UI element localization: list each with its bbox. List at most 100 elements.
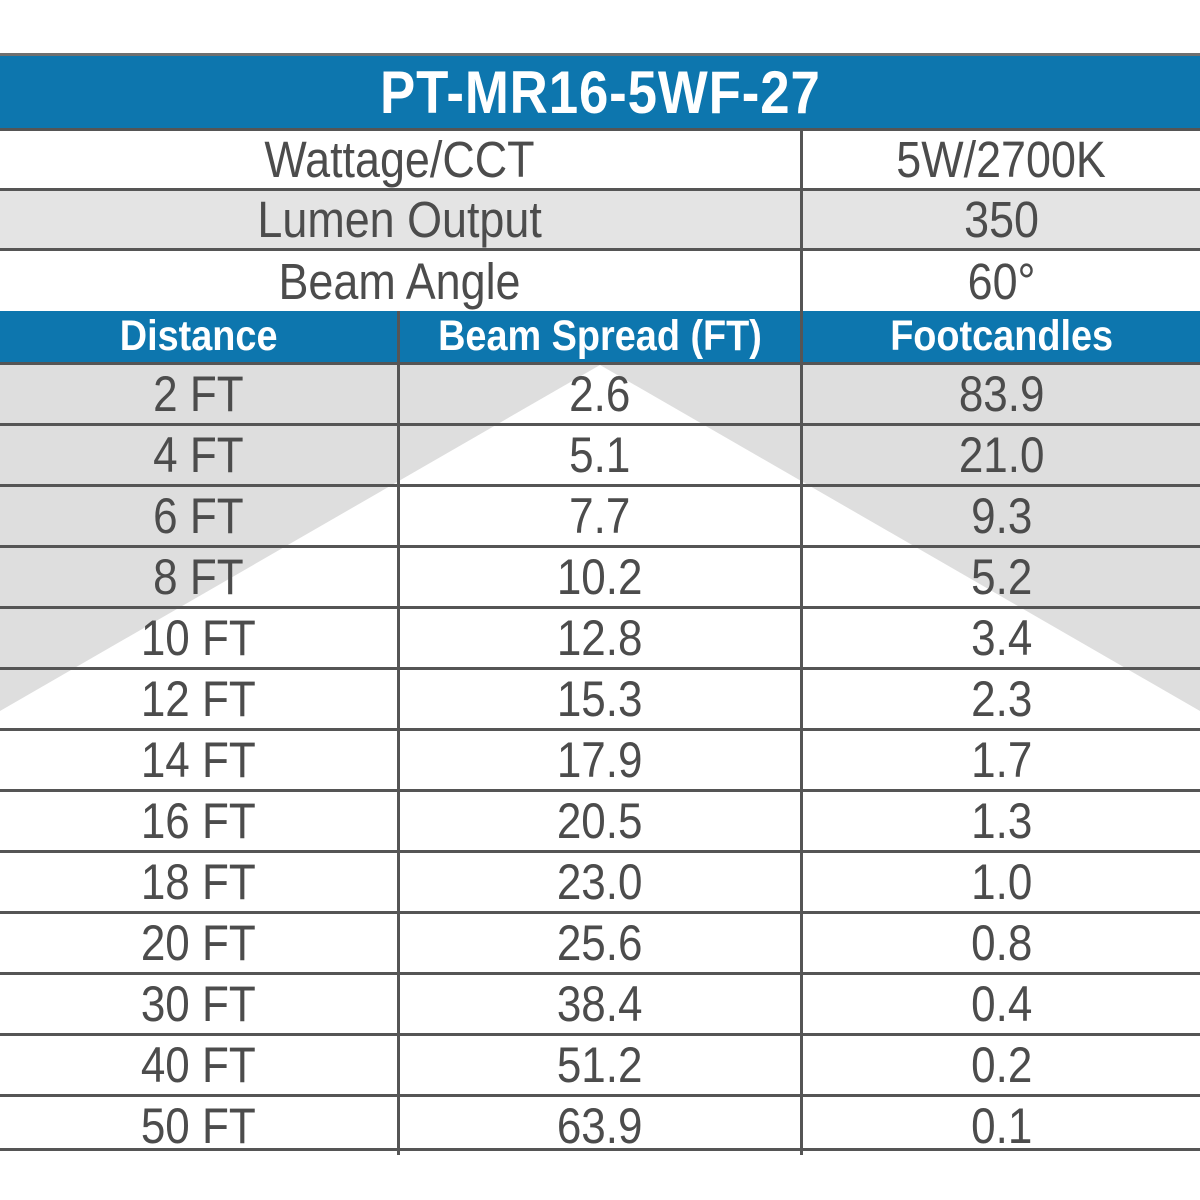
distance-cell: 2 FT xyxy=(0,365,397,423)
spec-label-cell: Wattage/CCT xyxy=(0,131,800,188)
table-row: 12 FT 15.3 2.3 xyxy=(0,667,1200,728)
footcandles-cell-value: 5.2 xyxy=(970,549,1033,605)
beam-spread-cell-value: 38.4 xyxy=(557,976,643,1032)
spec-row-wattage: Wattage/CCT 5W/2700K xyxy=(0,131,1200,191)
distance-cell: 18 FT xyxy=(0,853,397,911)
distance-cell: 6 FT xyxy=(0,487,397,545)
beam-spread-cell: 38.4 xyxy=(397,975,800,1033)
footcandles-cell: 21.0 xyxy=(800,426,1200,484)
spec-value-cell: 350 xyxy=(800,191,1200,248)
footcandles-cell-value: 1.3 xyxy=(970,793,1033,849)
footcandles-cell: 3.4 xyxy=(800,609,1200,667)
beam-spread-cell: 20.5 xyxy=(397,792,800,850)
column-header-distance: Distance xyxy=(0,311,397,362)
distance-cell-value: 4 FT xyxy=(153,427,244,483)
footcandles-cell-value: 0.2 xyxy=(970,1037,1033,1093)
beam-spread-cell: 2.6 xyxy=(397,365,800,423)
distance-cell-value: 14 FT xyxy=(141,732,256,788)
distance-cell-value: 6 FT xyxy=(153,488,244,544)
footcandles-cell-value: 1.0 xyxy=(970,854,1033,910)
spec-row-lumen: Lumen Output 350 xyxy=(0,191,1200,251)
table-rows: 2 FT 2.6 83.9 4 FT 5.1 21.0 6 FT 7.7 9.3 8 FT 10.2… xyxy=(0,365,1200,1155)
beam-spread-cell-value: 12.8 xyxy=(557,610,643,666)
footcandles-cell-value: 21.0 xyxy=(958,427,1045,483)
beam-spread-cell-value: 20.5 xyxy=(557,793,643,849)
footcandles-cell: 1.7 xyxy=(800,731,1200,789)
distance-cell-value: 40 FT xyxy=(141,1037,256,1093)
beam-spread-cell-value: 63.9 xyxy=(557,1098,643,1154)
table-row: 2 FT 2.6 83.9 xyxy=(0,365,1200,423)
beam-spread-cell-value: 17.9 xyxy=(557,732,643,788)
spec-label-cell: Beam Angle xyxy=(0,251,800,311)
table-row: 20 FT 25.6 0.8 xyxy=(0,911,1200,972)
spec-row-beam-angle: Beam Angle 60° xyxy=(0,251,1200,311)
column-header-distance-label: Distance xyxy=(119,312,278,360)
column-header-beam-spread-label: Beam Spread (FT) xyxy=(438,312,762,360)
footcandles-cell: 0.4 xyxy=(800,975,1200,1033)
beam-spread-cell: 15.3 xyxy=(397,670,800,728)
footcandles-cell: 0.2 xyxy=(800,1036,1200,1094)
footcandles-cell: 2.3 xyxy=(800,670,1200,728)
footcandles-cell: 9.3 xyxy=(800,487,1200,545)
lumen-output-label: Lumen Output xyxy=(257,191,543,248)
footcandles-cell-value: 9.3 xyxy=(970,488,1033,544)
table-row: 4 FT 5.1 21.0 xyxy=(0,423,1200,484)
footcandles-cell: 1.3 xyxy=(800,792,1200,850)
distance-cell-value: 2 FT xyxy=(153,366,244,422)
distance-cell-value: 18 FT xyxy=(141,854,256,910)
distance-cell: 50 FT xyxy=(0,1097,397,1155)
beam-spread-cell-value: 51.2 xyxy=(557,1037,643,1093)
footcandles-cell: 5.2 xyxy=(800,548,1200,606)
beam-spread-cell-value: 10.2 xyxy=(557,549,643,605)
footcandles-cell: 1.0 xyxy=(800,853,1200,911)
column-header-footcandles-label: Footcandles xyxy=(890,312,1113,360)
spec-value-cell: 60° xyxy=(800,251,1200,311)
beam-spread-cell-value: 15.3 xyxy=(557,671,643,727)
table-row: 10 FT 12.8 3.4 xyxy=(0,606,1200,667)
footcandles-cell-value: 0.8 xyxy=(970,915,1033,971)
beam-spread-cell-value: 25.6 xyxy=(557,915,643,971)
beam-angle-value: 60° xyxy=(967,252,1036,310)
spec-table: Wattage/CCT 5W/2700K Lumen Output 350 Be… xyxy=(0,131,1200,311)
table-row: 6 FT 7.7 9.3 xyxy=(0,484,1200,545)
beam-spread-cell: 7.7 xyxy=(397,487,800,545)
footcandles-cell-value: 0.4 xyxy=(970,976,1033,1032)
beam-spread-cell: 25.6 xyxy=(397,914,800,972)
wattage-cct-value: 5W/2700K xyxy=(896,131,1107,188)
beam-spread-cell: 63.9 xyxy=(397,1097,800,1155)
distance-cell: 30 FT xyxy=(0,975,397,1033)
distance-cell-value: 50 FT xyxy=(141,1098,256,1154)
table-row: 50 FT 63.9 0.1 xyxy=(0,1094,1200,1155)
footcandles-cell: 0.1 xyxy=(800,1097,1200,1155)
beam-spread-cell: 17.9 xyxy=(397,731,800,789)
distance-cell: 16 FT xyxy=(0,792,397,850)
column-header-beam-spread: Beam Spread (FT) xyxy=(397,311,800,362)
distance-cell-value: 8 FT xyxy=(153,549,244,605)
distance-cell: 8 FT xyxy=(0,548,397,606)
distance-cell-value: 10 FT xyxy=(141,610,256,666)
table-header-row: Distance Beam Spread (FT) Footcandles xyxy=(0,311,1200,365)
distance-cell-value: 20 FT xyxy=(141,915,256,971)
spec-value-cell: 5W/2700K xyxy=(800,131,1200,188)
footcandles-cell-value: 83.9 xyxy=(958,366,1045,422)
beam-spread-cell-value: 5.1 xyxy=(569,427,631,483)
column-header-footcandles: Footcandles xyxy=(800,311,1200,362)
distance-cell-value: 30 FT xyxy=(141,976,256,1032)
distance-cell-value: 16 FT xyxy=(141,793,256,849)
table-row: 18 FT 23.0 1.0 xyxy=(0,850,1200,911)
beam-spread-cell: 12.8 xyxy=(397,609,800,667)
footcandles-cell-value: 0.1 xyxy=(970,1098,1033,1154)
beam-spread-cell-value: 2.6 xyxy=(569,366,631,422)
footcandles-cell: 0.8 xyxy=(800,914,1200,972)
lumen-output-value: 350 xyxy=(964,191,1039,248)
model-title-bar: PT-MR16-5WF-27 xyxy=(0,53,1200,131)
beam-spread-cell: 23.0 xyxy=(397,853,800,911)
distance-cell: 14 FT xyxy=(0,731,397,789)
beam-spread-cell-value: 23.0 xyxy=(557,854,643,910)
distance-cell: 4 FT xyxy=(0,426,397,484)
distance-cell: 12 FT xyxy=(0,670,397,728)
table-row: 16 FT 20.5 1.3 xyxy=(0,789,1200,850)
table-row: 8 FT 10.2 5.2 xyxy=(0,545,1200,606)
beam-spread-cell-value: 7.7 xyxy=(569,488,631,544)
